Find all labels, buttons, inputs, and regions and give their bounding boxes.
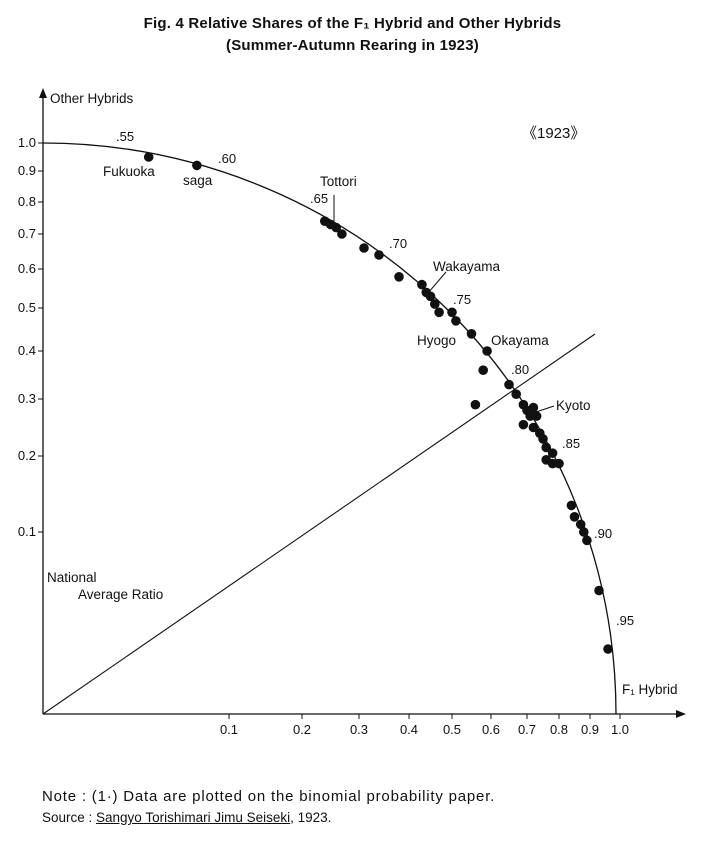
annotation-tottori: Tottori	[320, 174, 357, 189]
data-point	[518, 419, 529, 430]
chart-title: Fig. 4 Relative Shares of the F₁ Hybrid …	[143, 15, 562, 32]
curve-tick-label: .90	[594, 526, 612, 541]
data-point	[582, 535, 592, 546]
data-point	[504, 379, 514, 390]
y-axis-label: Other Hybrids	[50, 91, 134, 106]
x-tick-label: 0.1	[220, 722, 238, 737]
data-point	[575, 519, 586, 530]
curve-tick-label: .65	[310, 191, 328, 206]
x-tick-label: 0.3	[350, 722, 368, 737]
data-point	[143, 152, 154, 162]
curve-tick-label: .70	[389, 236, 407, 251]
probability-chart: 0.1 0.2 0.3 0.4 0.5 0.6 0.7 0.8 0.9 1.0 0.1 0.2 0.3…	[18, 88, 686, 737]
curve-tick-label: .85	[562, 436, 580, 451]
data-point	[478, 365, 489, 376]
data-point	[569, 512, 580, 522]
x-tick-label: 0.5	[443, 722, 461, 737]
y-tick-label: 0.8	[18, 194, 36, 209]
y-tick-label: 1.0	[18, 135, 36, 150]
data-point	[466, 329, 477, 339]
x-tick-label: 1.0	[611, 722, 629, 737]
y-tick-label: 0.2	[18, 448, 36, 463]
annotation-kyoto: Kyoto	[556, 398, 591, 413]
source-suffix: , 1923.	[290, 810, 332, 825]
y-tick-label: 0.3	[18, 391, 36, 406]
data-point	[451, 316, 461, 326]
data-point	[337, 229, 347, 239]
data-point	[594, 585, 604, 596]
annotation-wakayama: Wakayama	[433, 259, 501, 274]
x-tick-label: 0.4	[400, 722, 418, 737]
annotation-okayama: Okayama	[491, 333, 549, 348]
source-prefix: Source :	[42, 810, 97, 825]
annotation-fukuoka: Fukuoka	[103, 164, 155, 179]
data-point	[541, 442, 551, 453]
data-point	[579, 527, 589, 537]
y-tick-label: 0.7	[18, 226, 36, 241]
curve-tick-label: .55	[116, 129, 134, 144]
data-point	[528, 422, 539, 433]
source: Source : Sangyo Torishimari Jimu Seiseki…	[42, 810, 331, 825]
data-point	[547, 448, 558, 458]
wakayama-pointer	[427, 271, 447, 294]
year-label: 《1923》	[522, 125, 585, 142]
annotation-hyogo: Hyogo	[417, 333, 456, 348]
data-point	[482, 346, 492, 356]
data-point	[531, 411, 542, 421]
x-tick-label: 0.9	[581, 722, 599, 737]
x-axis-label: F₁ Hybrid	[622, 682, 678, 697]
y-tick-label: 0.1	[18, 524, 36, 539]
x-tick-label: 0.2	[293, 722, 311, 737]
curve-tick-label: .75	[453, 292, 471, 307]
curve-tick-label: .80	[511, 362, 529, 377]
data-point	[359, 243, 369, 253]
curve-tick-label: .95	[616, 613, 634, 628]
data-point	[430, 299, 440, 309]
data-point	[470, 399, 481, 410]
x-tick-label: 0.6	[482, 722, 500, 737]
data-point	[554, 458, 564, 469]
data-point	[192, 160, 202, 171]
data-point	[417, 279, 427, 290]
y-tick-label: 0.9	[18, 163, 36, 178]
y-tick-label: 0.5	[18, 300, 36, 315]
annotation-saga: saga	[183, 173, 213, 188]
y-tick-label: 0.6	[18, 261, 36, 276]
national-average-label: National Average Ratio	[47, 570, 163, 602]
source-reference: Sangyo Torishimari Jimu Seiseki	[96, 810, 291, 825]
y-tick-label: 0.4	[18, 343, 36, 358]
kyoto-pointer	[532, 405, 555, 414]
data-point	[394, 272, 404, 282]
x-tick-label: 0.7	[518, 722, 536, 737]
chart-subtitle: (Summer-Autumn Rearing in 1923)	[226, 37, 479, 54]
data-point	[538, 434, 548, 444]
data-point	[425, 291, 436, 302]
data-point	[434, 307, 444, 318]
curve-tick-label: .60	[218, 151, 236, 166]
x-tick-label: 0.8	[550, 722, 568, 737]
data-point	[331, 222, 342, 233]
data-point	[528, 402, 539, 413]
x-axis-arrow	[676, 710, 686, 718]
y-axis-arrow	[39, 88, 47, 98]
data-point	[511, 389, 521, 400]
data-point	[603, 644, 613, 654]
data-point	[374, 250, 384, 260]
data-point	[447, 307, 457, 318]
note: Note : (1·) Data are plotted on the bino…	[42, 788, 496, 805]
data-point	[566, 500, 577, 511]
national-average-line	[42, 333, 596, 715]
